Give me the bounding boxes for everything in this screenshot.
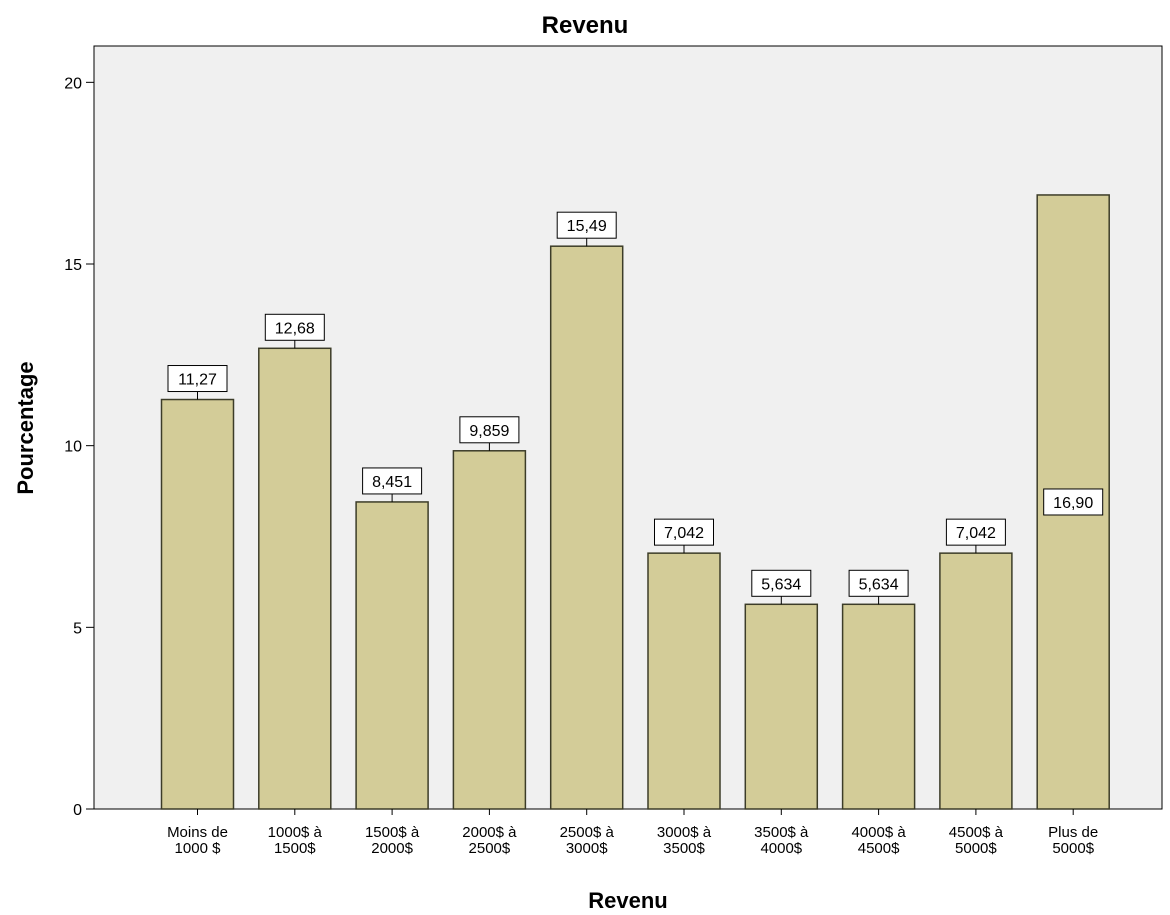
x-tick-label: 3500$ à 4000$ [754,824,809,857]
data-label: 5,634 [761,576,801,593]
data-label-box [556,211,617,239]
x-tick-label: 2500$ à 3000$ [560,824,615,857]
x-tick-label: 1000$ à 1500$ [268,824,323,857]
x-tick-label: 4500$ à 5000$ [949,824,1004,857]
x-axis-title: Revenu [588,888,667,913]
x-tick-label: 3000$ à 3500$ [657,824,712,857]
data-label-box [167,365,228,393]
data-label: 12,68 [275,320,315,337]
bar [841,603,916,810]
bar [939,552,1013,810]
data-label: 8,451 [372,474,412,491]
data-label-box [751,569,812,597]
y-tick-label: 20 [64,75,82,92]
data-label-box [848,569,909,597]
x-tick-label: Plus de 5000$ [1048,824,1098,857]
bar [744,603,819,810]
data-label: 16,90 [1053,495,1093,512]
x-axis: Moins de 1000 $ 1000$ à 1500$ 1500$ à 2000$ 20… [167,809,1098,857]
data-labels-group: 11,27 12,68 8,451 9,859 15,49 7,042 5,634 5,634… [167,211,1104,605]
data-label-box [654,518,714,546]
data-label: 15,49 [567,218,607,235]
x-tick-label: Moins de 1000 $ [167,824,228,857]
bar [258,347,332,810]
y-tick-label: 5 [73,620,82,637]
y-axis-title: Pourcentage [13,361,38,494]
data-label-box [264,313,325,341]
x-tick-label: 1500$ à 2000$ [365,824,420,857]
bar [549,245,624,810]
bar [452,450,527,810]
bar [160,398,235,810]
y-tick-label: 15 [64,257,82,274]
data-label-box [459,416,520,444]
bar [647,552,721,810]
data-label: 11,27 [178,372,217,389]
x-tick-label: 4000$ à 4500$ [851,824,906,857]
x-tick-label: 2000$ à 2500$ [462,824,517,857]
y-tick-label: 10 [64,439,82,456]
data-label: 5,634 [859,576,899,593]
y-axis: 0 5 10 15 20 [64,75,94,819]
data-label: 7,042 [664,525,704,542]
y-tick-label: 0 [73,802,82,819]
data-label-box [362,467,423,495]
data-label-box [1043,488,1104,516]
bar [355,501,429,810]
data-label: 9,859 [469,423,509,440]
data-label: 7,042 [956,525,996,542]
chart-title: Revenu [541,12,629,39]
data-label-box [945,518,1006,546]
